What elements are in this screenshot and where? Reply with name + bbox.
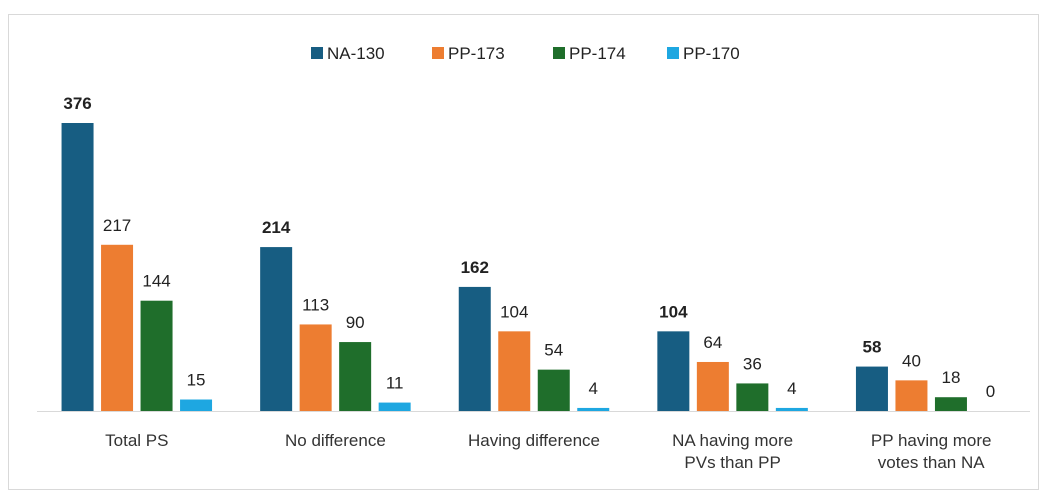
x-tick-label: No difference xyxy=(284,431,386,450)
data-label: 162 xyxy=(461,258,489,277)
data-label: 64 xyxy=(703,333,722,352)
bar xyxy=(895,380,928,411)
x-tick-label: NA having more PVs than PP xyxy=(672,431,794,472)
legend-label: PP-174 xyxy=(569,44,626,63)
bar xyxy=(180,399,213,411)
bar xyxy=(577,407,610,411)
bar xyxy=(378,402,411,411)
bar xyxy=(140,300,173,411)
data-label: 376 xyxy=(63,94,91,113)
data-label: 113 xyxy=(302,295,329,314)
data-label: 104 xyxy=(500,302,528,321)
x-tick-label: Total PS xyxy=(105,431,169,450)
legend-swatch xyxy=(432,47,444,59)
data-label: 11 xyxy=(386,374,404,393)
bar xyxy=(696,361,729,411)
legend-swatch xyxy=(553,47,565,59)
bar xyxy=(458,286,491,411)
data-label: 58 xyxy=(862,338,881,357)
data-label: 15 xyxy=(187,371,206,390)
bar xyxy=(657,331,690,411)
bar xyxy=(775,407,808,411)
bar xyxy=(61,123,94,411)
data-label: 18 xyxy=(941,368,960,387)
bar xyxy=(537,369,570,411)
data-label: 4 xyxy=(787,379,796,398)
data-label: 54 xyxy=(544,341,563,360)
x-tick-label: PP having more votes than NA xyxy=(870,431,992,472)
data-label: 40 xyxy=(902,351,921,370)
chart-border xyxy=(8,14,1039,490)
data-label: 144 xyxy=(142,272,170,291)
bar xyxy=(736,383,769,411)
data-label: 36 xyxy=(743,354,762,373)
bar xyxy=(498,331,531,411)
bar xyxy=(339,342,372,411)
data-label: 0 xyxy=(986,382,995,401)
bar xyxy=(101,244,134,411)
legend-label: NA-130 xyxy=(327,44,385,63)
data-label: 104 xyxy=(659,302,688,321)
data-label: 4 xyxy=(589,379,598,398)
bar xyxy=(855,366,888,411)
data-label: 90 xyxy=(346,313,365,332)
bar xyxy=(299,324,332,411)
data-label: 217 xyxy=(103,216,131,235)
data-label: 214 xyxy=(262,218,291,237)
bar xyxy=(260,247,293,411)
legend-swatch xyxy=(311,47,323,59)
legend-label: PP-170 xyxy=(683,44,740,63)
legend-swatch xyxy=(667,47,679,59)
legend-label: PP-173 xyxy=(448,44,505,63)
x-tick-label: Having difference xyxy=(468,431,600,450)
bar xyxy=(934,397,967,411)
